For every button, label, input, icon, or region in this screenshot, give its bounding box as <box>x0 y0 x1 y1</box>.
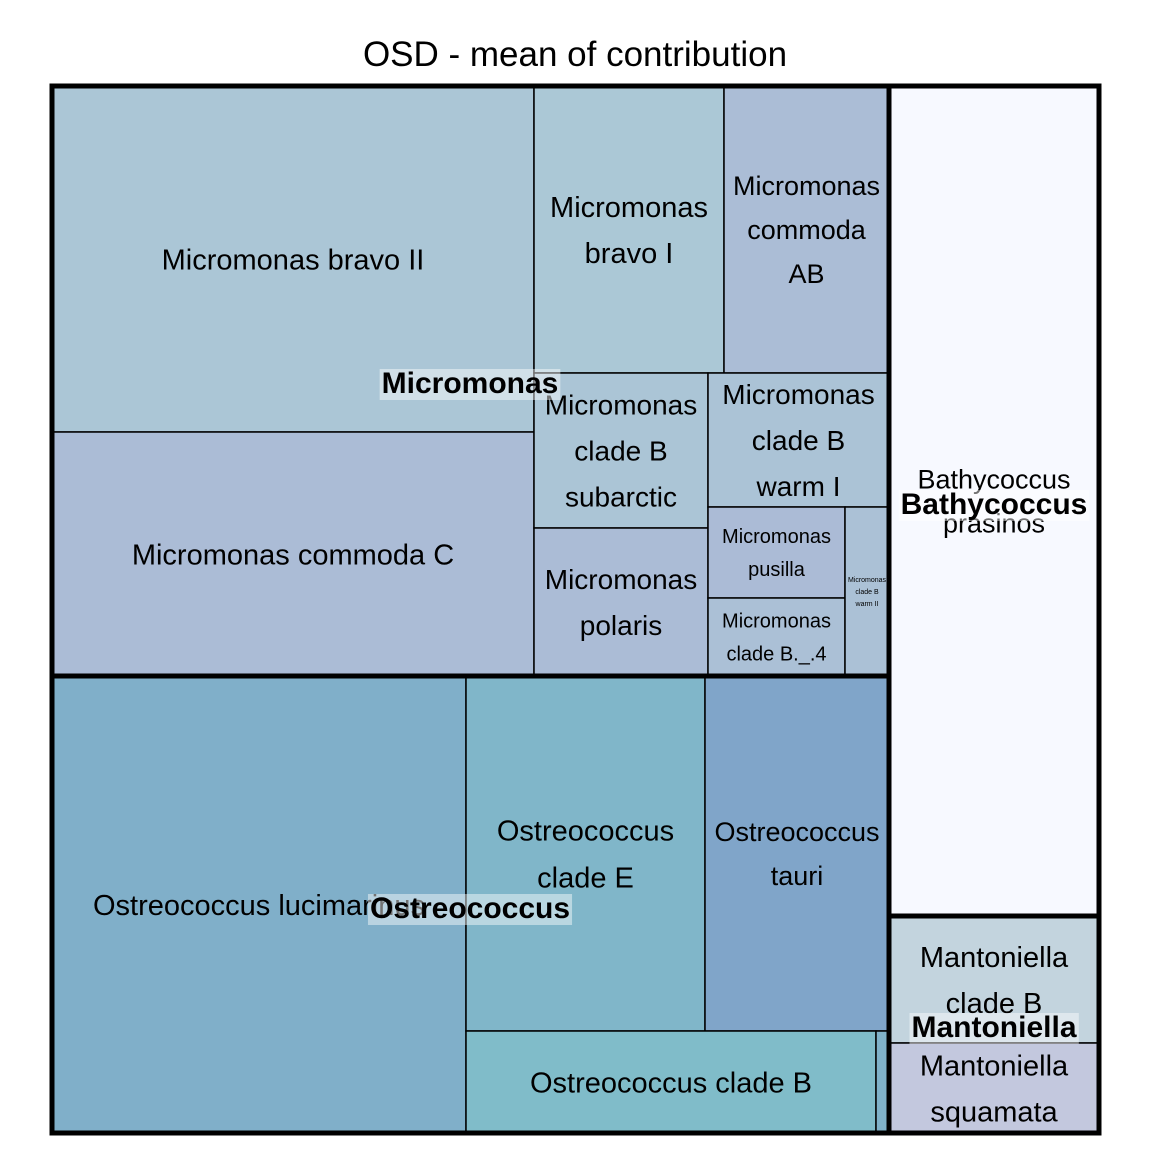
cell-label-line: Micromonas <box>722 611 831 633</box>
group-label-mantoniella: Mantoniella <box>911 1011 1076 1044</box>
cell-label-ostreococcus-lucimarinus: Ostreococcus lucimarinus <box>93 890 425 922</box>
cell-label-line: clade E <box>537 862 634 894</box>
cell-label-line: Mantoniella <box>920 1050 1069 1082</box>
group-label-background <box>909 1013 1079 1044</box>
cell-ostreococcus-clade-e <box>465 675 706 1032</box>
cell-label-line: Micromonas <box>722 526 831 548</box>
cell-label-line: commoda <box>747 215 867 245</box>
cell-label-line: Ostreococcus <box>714 817 879 847</box>
cell-label-line: Micromonas <box>545 390 697 421</box>
cell-label-line: tauri <box>771 861 824 891</box>
cell-bathycoccus-prasinos <box>888 85 1100 917</box>
cell-micromonas-clade-b-subarctic <box>533 372 709 529</box>
cell-label-line: Ostreococcus lucimarinus <box>93 890 425 922</box>
cell-label-micromonas-commoda-c: Micromonas commoda C <box>132 539 454 571</box>
cell-micromonas-commoda-c <box>51 431 535 677</box>
cell-label-line: Mantoniella <box>920 942 1069 974</box>
cell-label-line: Ostreococcus <box>497 815 674 847</box>
cell-label-line: warm I <box>756 471 841 502</box>
cell-label-micromonas-commoda-ab: Micromonas commoda AB <box>733 171 880 289</box>
cell-label-line: squamata <box>930 1096 1058 1128</box>
cell-label-line: clade B <box>752 425 845 456</box>
group-borders-layer <box>49 83 1102 1136</box>
group-border-mantoniella <box>886 913 1102 1136</box>
group-label-background <box>367 894 573 925</box>
cell-label-line: polaris <box>580 610 662 641</box>
chart-title: OSD - mean of contribution <box>363 35 787 74</box>
group-label-background <box>379 369 561 400</box>
cell-micromonas-polaris <box>533 527 709 677</box>
cell-label-line: prasinos <box>943 509 1045 539</box>
group-label-ostreococcus: Ostreococcus <box>370 892 570 925</box>
cell-label-line: pusilla <box>748 559 806 581</box>
group-label-background <box>898 490 1090 521</box>
cell-micromonas-bravo-ii <box>51 85 535 433</box>
cell-label-micromonas-clade-b-4: Micromonas clade B._.4 <box>722 611 831 666</box>
cell-label-line: Micromonas <box>550 192 708 224</box>
cell-label-line: Micromonas <box>848 577 887 584</box>
cell-mantoniella-clade-b <box>888 915 1100 1044</box>
cell-label-line: Micromonas bravo II <box>162 244 425 276</box>
cell-micromonas-clade-b-warm-ii <box>844 506 890 677</box>
group-labels-layer: Micromonas Ostreococcus Bathycoccus Mantoni… <box>367 367 1090 1044</box>
cell-label-ostreococcus-clade-e: Ostreococcus clade E <box>497 815 674 894</box>
cell-label-mantoniella-clade-b: Mantoniella clade B <box>920 942 1069 1020</box>
cell-label-line: bravo I <box>585 238 674 270</box>
cell-label-line: warm II <box>855 601 879 608</box>
cell-label-line: AB <box>788 259 824 289</box>
group-label-bathycoccus: Bathycoccus <box>901 488 1088 521</box>
cell-micromonas-commoda-ab <box>723 85 890 374</box>
cell-label-mantoniella-squamata: Mantoniella squamata <box>920 1050 1069 1128</box>
cell-label-micromonas-bravo-i: Micromonas bravo I <box>550 192 708 270</box>
cell-ostreococcus-tauri <box>704 675 890 1032</box>
cell-label-ostreococcus-tauri: Ostreococcus tauri <box>714 817 879 891</box>
cell-label-micromonas-clade-b-subarctic: Micromonas clade B subarctic <box>545 390 697 513</box>
cell-label-bathycoccus-prasinos: Bathycoccus prasinos <box>917 465 1070 539</box>
cell-label-micromonas-bravo-ii: Micromonas bravo II <box>162 244 425 276</box>
cell-label-micromonas-clade-b-warm-ii: Micromonas clade B warm II <box>848 577 887 608</box>
cell-label-line: Micromonas commoda C <box>132 539 454 571</box>
cell-label-line: clade B._.4 <box>726 644 826 666</box>
cell-label-line: Micromonas <box>733 171 880 201</box>
cell-ostreococcus-lucimarinus <box>51 675 467 1134</box>
cell-label-line: clade B <box>946 988 1043 1020</box>
cell-mantoniella-squamata <box>888 1042 1100 1134</box>
cell-label-line: clade B <box>855 589 879 596</box>
cell-micromonas-bravo-i <box>533 85 725 374</box>
cell-label-line: clade B <box>574 436 667 467</box>
cell-label-line: Bathycoccus <box>917 465 1070 495</box>
cell-label-micromonas-polaris: Micromonas polaris <box>545 564 697 641</box>
cell-ostreococcus-clade-b <box>465 1030 877 1134</box>
cell-label-ostreococcus-clade-b: Ostreococcus clade B <box>530 1067 812 1099</box>
cell-label-line: subarctic <box>565 482 677 513</box>
cell-label-line: Micromonas <box>545 564 697 595</box>
cell-label-line: Micromonas <box>722 379 874 410</box>
cell-label-micromonas-clade-b-warm-i: Micromonas clade B warm I <box>722 379 874 502</box>
group-label-micromonas: Micromonas <box>382 367 559 400</box>
cell-label-line: Ostreococcus clade B <box>530 1067 812 1099</box>
cell-micromonas-pusilla <box>707 506 846 599</box>
cell-label-micromonas-pusilla: Micromonas pusilla <box>722 526 831 581</box>
